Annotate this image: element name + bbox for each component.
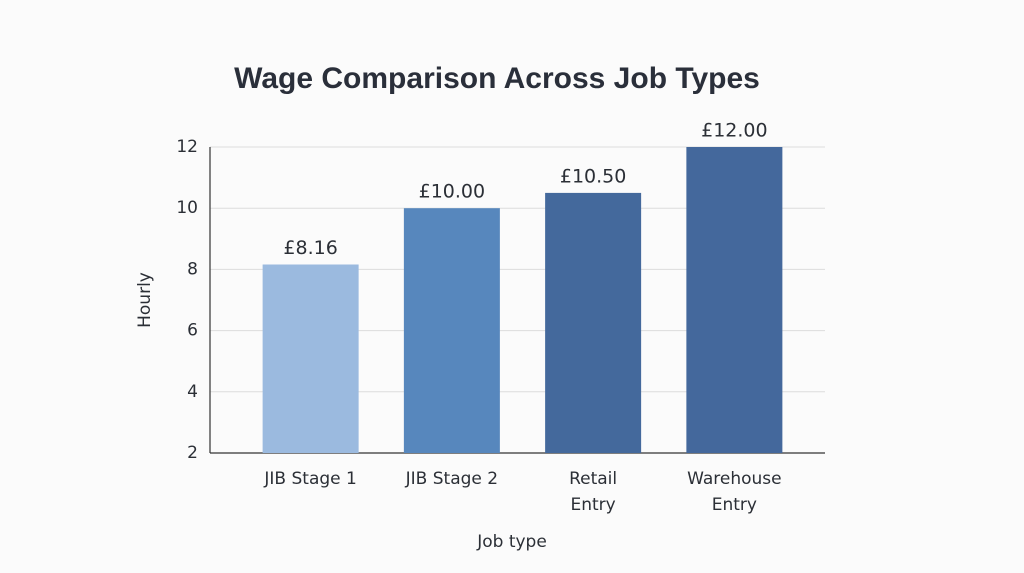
bar xyxy=(403,208,500,453)
x-tick-label: Retail Entry xyxy=(569,469,617,515)
value-label: £10.50 xyxy=(560,165,626,187)
y-tick-label: 8 xyxy=(187,259,198,279)
y-tick-label: 10 xyxy=(176,198,198,218)
value-label: £8.16 xyxy=(283,237,337,259)
y-tick-label: 2 xyxy=(187,443,198,463)
y-tick-label: 12 xyxy=(176,137,198,157)
x-tick-label: JIB Stage 1 xyxy=(263,469,356,489)
x-tick-label: JIB Stage 2 xyxy=(405,469,498,489)
y-axis-label: Hourly xyxy=(135,272,155,328)
x-tick-label: Warehouse Entry xyxy=(687,469,781,515)
chart-title: Wage Comparison Across Job Types xyxy=(234,62,760,95)
bar xyxy=(262,264,359,453)
value-label: £10.00 xyxy=(419,181,485,203)
y-tick-label: 6 xyxy=(187,321,198,341)
value-label: £12.00 xyxy=(701,120,767,142)
bar xyxy=(545,192,642,453)
x-axis-label: Job type xyxy=(476,532,547,552)
y-tick-label: 4 xyxy=(187,382,198,402)
bar xyxy=(686,147,783,453)
